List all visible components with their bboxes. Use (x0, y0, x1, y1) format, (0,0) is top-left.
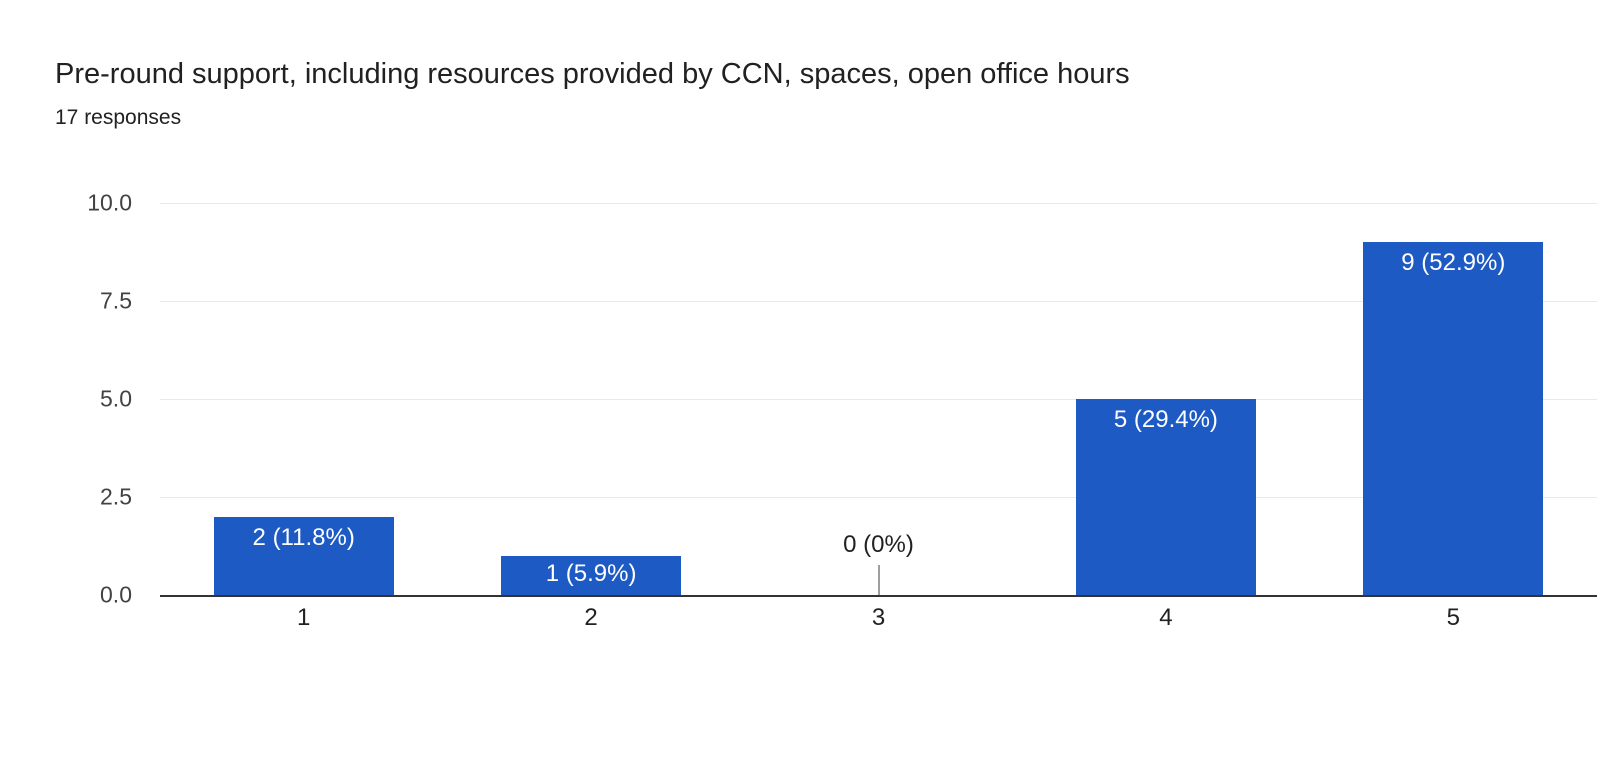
x-tick-label: 3 (871, 604, 886, 631)
y-tick-label: 5.0 (100, 385, 132, 412)
gridline (160, 497, 1597, 498)
x-tick-label: 1 (297, 604, 311, 631)
x-axis: 1 2 3 4 5 (160, 604, 1597, 636)
plot-area: 2 (11.8%) 1 (5.9%) 0 (0%) 5 (29.4%) 9 (52.9%… (160, 203, 1597, 597)
x-tick-label: 5 (1446, 604, 1460, 631)
response-count: 17 responses (55, 106, 182, 129)
y-axis: 10.0 7.5 5.0 2.5 0.0 (0, 190, 132, 608)
y-tick-label: 0.0 (100, 581, 132, 608)
x-tick-label: 2 (584, 604, 598, 631)
zero-value-label: 0 (0%) (843, 531, 914, 558)
bar-category-4[interactable]: 5 (29.4%) (1075, 399, 1256, 595)
x-axis-line (160, 595, 1597, 597)
x-tick-label: 4 (1159, 604, 1173, 631)
bar-value-label: 9 (52.9%) (1401, 249, 1506, 277)
bar-category-1[interactable]: 2 (11.8%) (213, 516, 394, 595)
bar-value-label: 5 (29.4%) (1113, 406, 1218, 433)
y-tick-label: 2.5 (100, 483, 132, 510)
gridline (160, 203, 1597, 204)
y-tick-label: 10.0 (87, 189, 132, 216)
gridline (160, 399, 1597, 400)
gridline (160, 301, 1597, 302)
bar-value-label: 2 (11.8%) (252, 523, 355, 551)
page-title: Pre-round support, including resources p… (55, 58, 1130, 90)
zero-stem-line (877, 565, 880, 595)
bar-value-label: 1 (5.9%) (545, 559, 637, 587)
bar-category-2[interactable]: 1 (5.9%) (501, 555, 682, 595)
y-tick-label: 7.5 (100, 287, 132, 314)
bar-category-5[interactable]: 9 (52.9%) (1363, 242, 1544, 595)
